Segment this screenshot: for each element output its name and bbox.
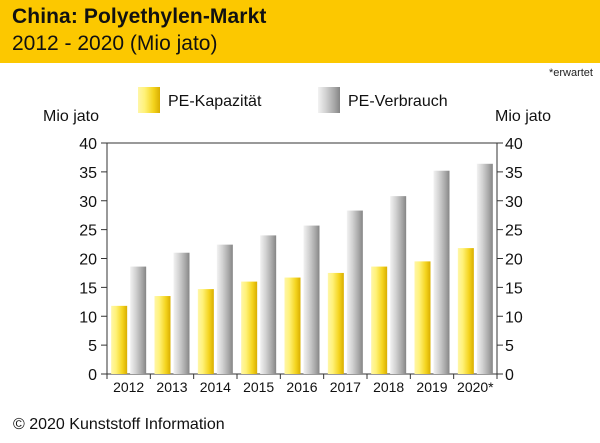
y-tick-label-left: 25 [79,223,97,240]
y-tick-label-right: 5 [505,338,514,355]
legend-swatch-consumption [318,87,340,113]
x-tick-label: 2014 [200,379,231,395]
x-tick-label: 2016 [286,379,317,395]
x-tick-label: 2012 [113,379,144,395]
x-tick-label: 2017 [330,379,361,395]
copyright-credit: © 2020 Kunststoff Information [13,416,225,433]
y-axis-title-left: Mio jato [43,108,99,125]
legend-swatch-capacity [138,87,160,113]
bar-consumption-2014 [216,244,233,374]
y-tick-label-left: 35 [79,165,97,182]
y-tick-label-right: 15 [505,280,523,297]
bar-capacity-2020 [457,248,474,374]
bar-consumption-2016 [303,225,320,374]
legend-label-consumption: PE-Verbrauch [348,93,448,110]
x-tick-labels: 2012 2013 2014 2015 2016 2017 2018 2019 2020* [106,374,498,395]
y-tick-label-left: 40 [79,136,97,153]
bar-consumption-2019 [433,170,450,374]
bar-consumption-2020 [476,163,493,374]
header-banner: China: Polyethylen-Markt 2012 - 2020 (Mi… [0,0,600,63]
bar-capacity-2015 [241,281,258,374]
y-ticks: 0 0 5 5 10 10 15 15 20 20 25 25 30 30 35 35 40 40 [79,136,523,384]
legend-label-capacity: PE-Kapazität [168,93,262,110]
legend: PE-Kapazität PE-Verbrauch [138,87,448,113]
footnote: *erwartet [548,67,593,79]
bar-capacity-2013 [154,296,171,374]
x-tick-label: 2018 [373,379,404,395]
bar-capacity-2016 [284,277,301,374]
x-tick-label: 2013 [156,379,187,395]
bar-consumption-2012 [130,266,147,374]
bar-consumption-2015 [260,235,277,374]
y-tick-label-right: 20 [505,252,523,269]
bar-capacity-2019 [414,261,431,374]
y-tick-label-left: 0 [88,367,97,384]
y-tick-label-right: 0 [505,367,514,384]
x-tick-label: 2020* [457,379,494,395]
bar-capacity-2017 [327,272,344,374]
y-tick-label-left: 5 [88,338,97,355]
y-tick-label-right: 10 [505,309,523,326]
bar-capacity-2018 [371,266,388,374]
bars [111,163,493,374]
bar-consumption-2013 [173,252,190,374]
chart-subtitle: 2012 - 2020 (Mio jato) [12,32,218,55]
y-tick-label-right: 40 [505,136,523,153]
y-tick-label-right: 35 [505,165,523,182]
y-tick-label-left: 15 [79,280,97,297]
y-axis-title-right: Mio jato [495,108,551,125]
bar-capacity-2014 [197,289,214,374]
y-tick-label-left: 20 [79,252,97,269]
x-tick-label: 2015 [243,379,274,395]
x-tick-label: 2019 [416,379,447,395]
y-tick-label-right: 25 [505,223,523,240]
bar-capacity-2012 [111,305,128,374]
chart-title: China: Polyethylen-Markt [12,5,267,28]
y-tick-label-left: 30 [79,194,97,211]
bar-consumption-2017 [346,210,363,374]
y-tick-label-right: 30 [505,194,523,211]
y-tick-label-left: 10 [79,309,97,326]
bar-consumption-2018 [390,196,407,374]
